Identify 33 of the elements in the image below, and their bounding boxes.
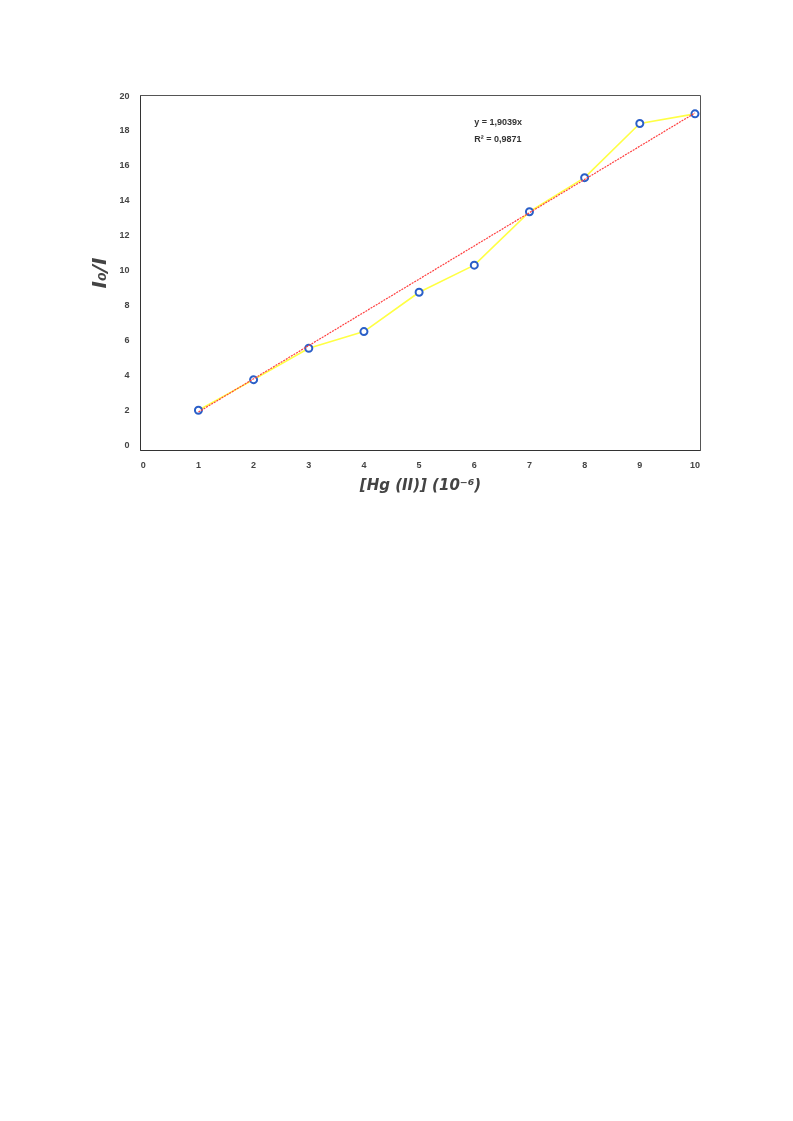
- point: [469, 260, 479, 270]
- x-tick-label: 0: [140, 459, 146, 470]
- y-axis-title: I₀/I: [87, 256, 112, 289]
- x-tick-label: 8: [582, 459, 588, 470]
- x-tick-label: 7: [526, 459, 532, 470]
- x-tick-label: 2: [251, 459, 257, 470]
- annotation: R² = 0,9871: [474, 134, 522, 145]
- point: [580, 173, 590, 183]
- x-axis-title: [Hg (II)] (10⁻⁶): [358, 475, 482, 494]
- y-tick-label: 8: [124, 300, 130, 311]
- y-tick-label: 6: [124, 335, 130, 346]
- y-tick-label: 16: [119, 160, 130, 171]
- y-tick-label: 0: [124, 440, 130, 451]
- point: [304, 343, 314, 353]
- x-tick-label: 6: [471, 459, 477, 470]
- y-tick-label: 12: [119, 230, 130, 241]
- x-tick-label: 4: [361, 459, 367, 470]
- y-tick-label: 4: [124, 370, 130, 381]
- x-tick-label: 1: [195, 459, 201, 470]
- y-tick-label: 10: [119, 265, 130, 276]
- y-tick-label: 18: [119, 125, 130, 136]
- x-tick-label: 5: [416, 459, 422, 470]
- y-tick-label: 2: [124, 405, 130, 416]
- y-tick-label: 20: [119, 90, 130, 101]
- point: [690, 109, 700, 119]
- y-tick-label: 14: [119, 195, 130, 206]
- point: [414, 287, 424, 297]
- point: [635, 118, 645, 128]
- x-tick-label: 10: [689, 459, 700, 470]
- annotation: y = 1,9039x: [474, 116, 523, 127]
- x-tick-label: 3: [306, 459, 312, 470]
- x-tick-label: 9: [637, 459, 643, 470]
- point: [359, 327, 369, 337]
